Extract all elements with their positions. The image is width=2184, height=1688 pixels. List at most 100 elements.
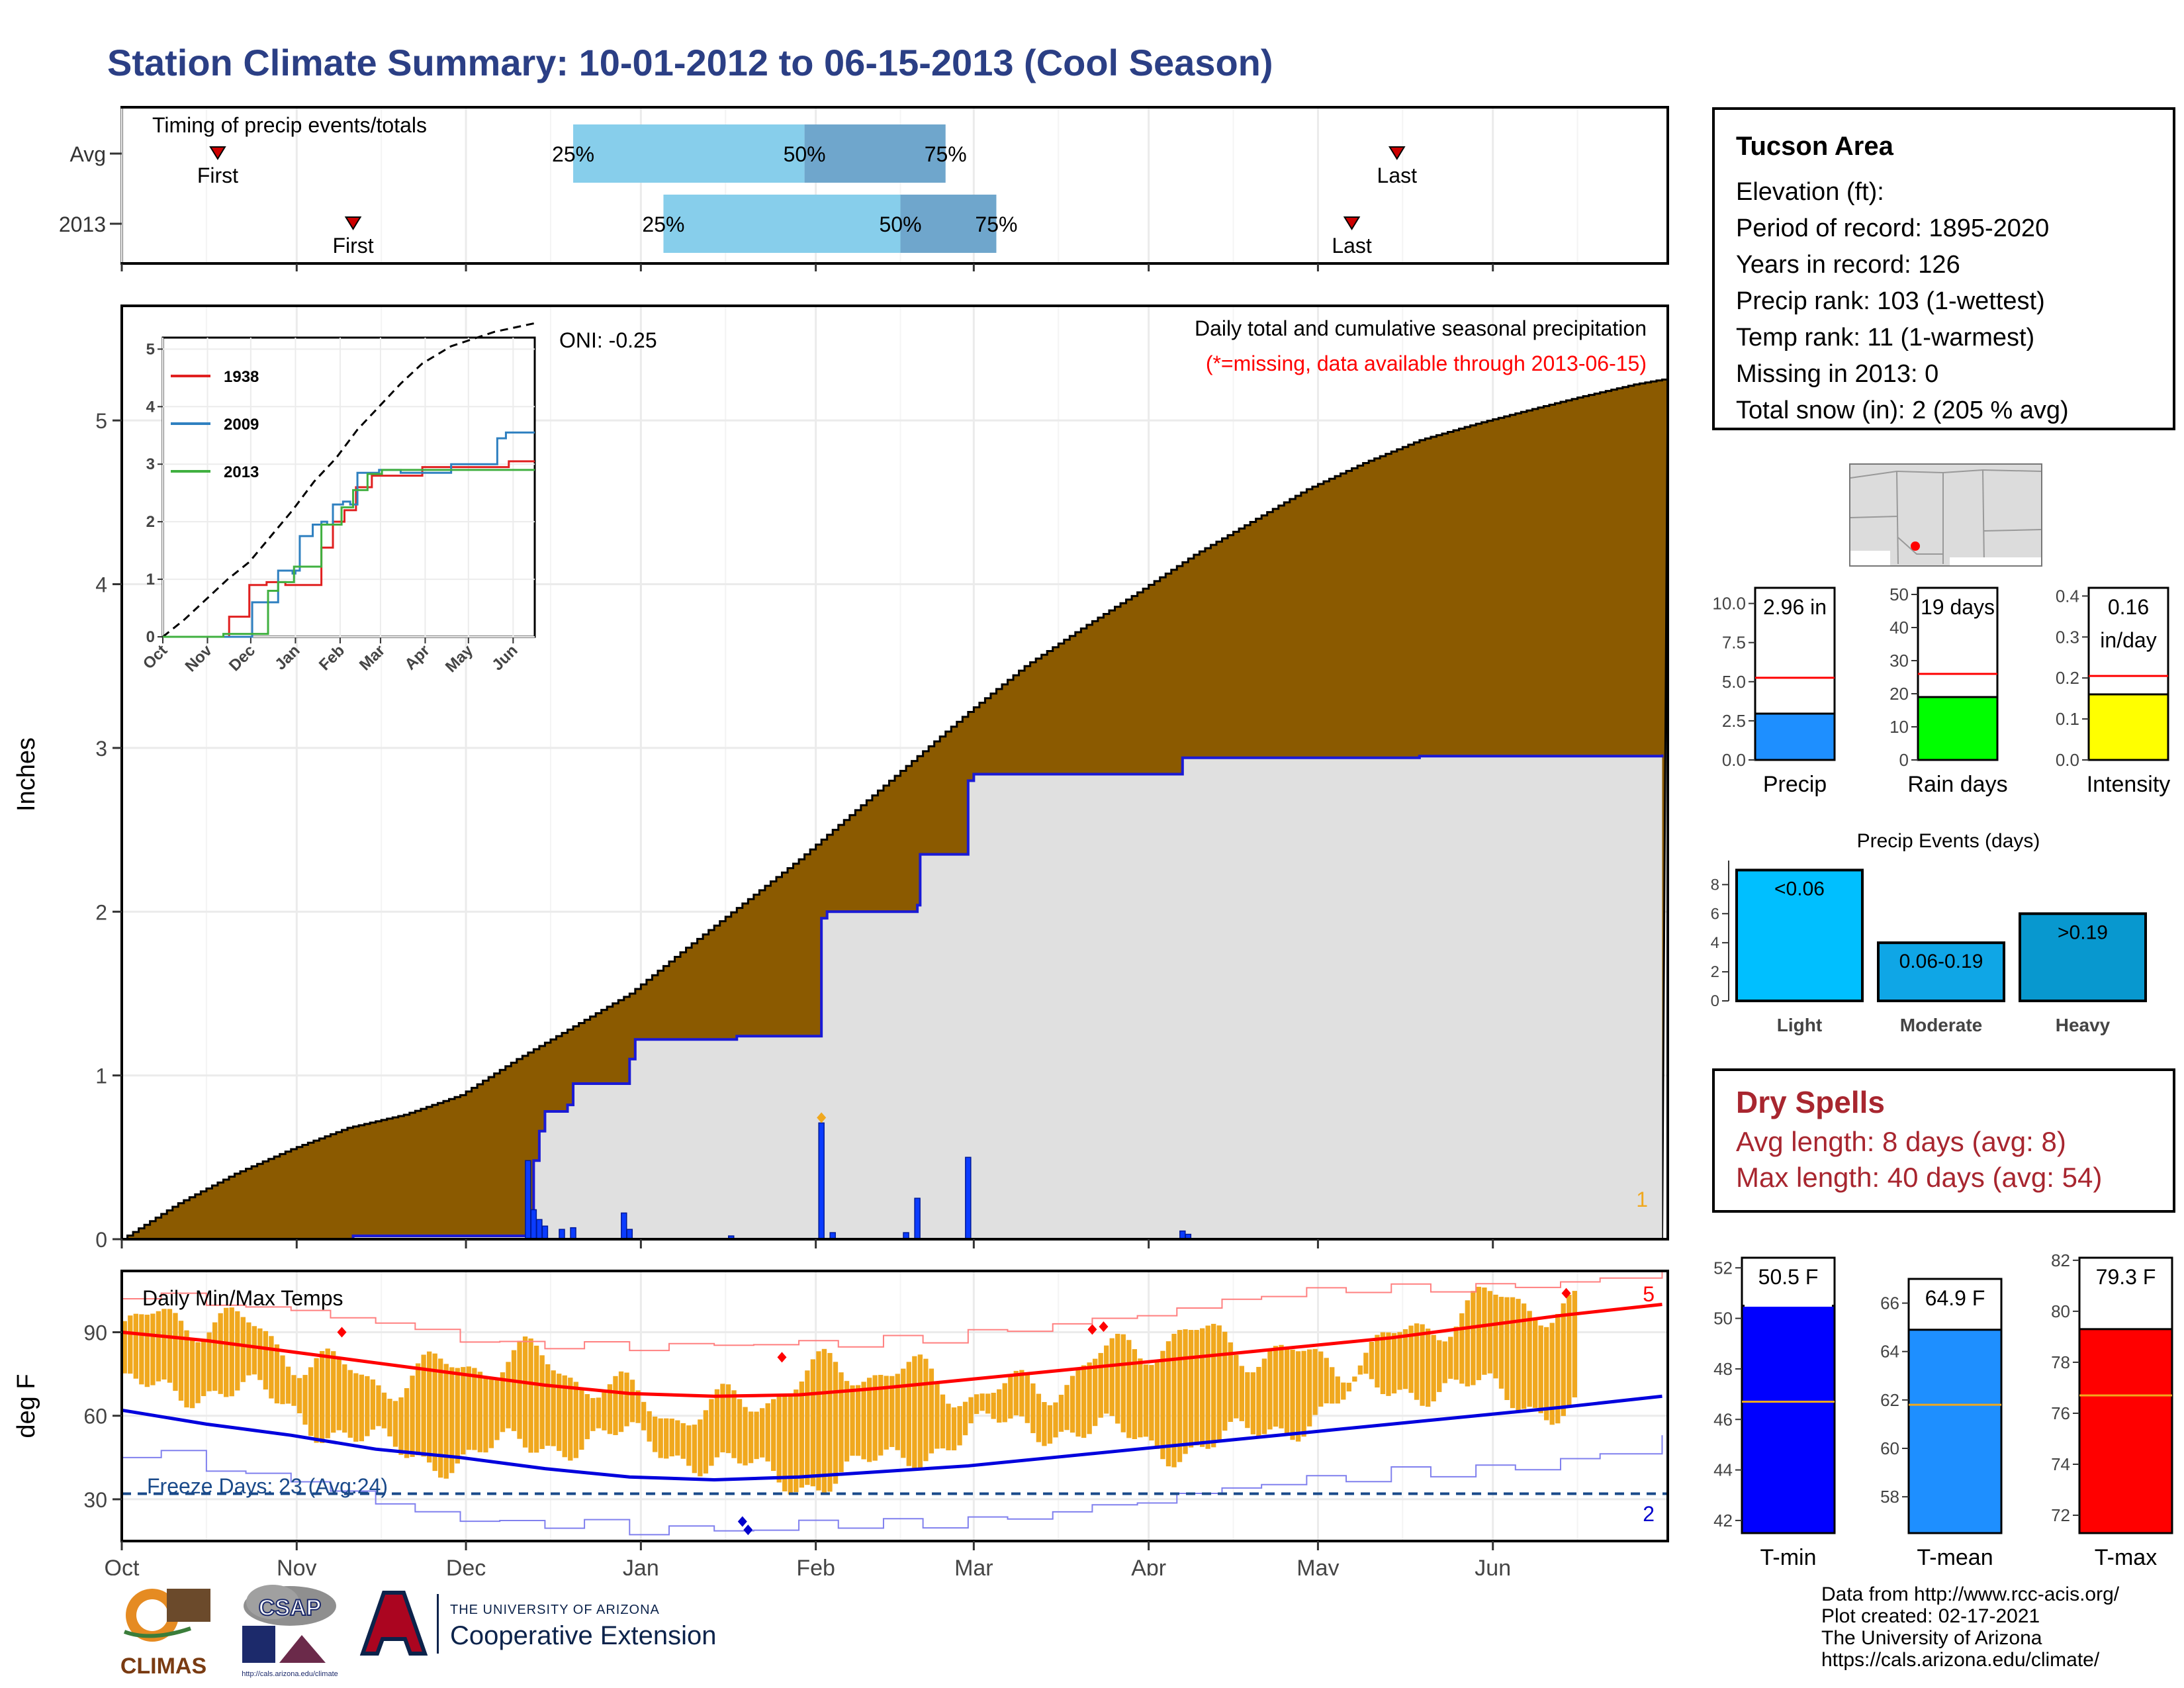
daily-temp-range-bar [613,1376,618,1435]
daily-precip-bar [536,1219,543,1240]
daily-temp-range-bar [533,1345,539,1453]
daily-temp-range-bar [1335,1376,1340,1404]
inset-y-tick-label: 0 [146,628,155,646]
station-period: Period of record: 1895-2020 [1736,214,2050,242]
climas-logo-text: CLIMAS [120,1654,206,1679]
daily-temp-range-bar [1069,1376,1075,1433]
daily-temp-range-bar [1250,1372,1256,1434]
daily-temp-range-bar [251,1326,257,1375]
summary-bar-label: T-min [1760,1545,1817,1570]
daily-temp-range-bar [692,1425,698,1474]
events-y-tick-label: 2 [1711,963,1719,981]
daily-temp-range-bar [1471,1291,1476,1385]
daily-precip-bar [914,1197,921,1240]
summary-y-tick-label: 82 [2051,1250,2070,1270]
summary-y-tick-label: 52 [1713,1258,1733,1278]
month-axis-label: Mar [954,1556,993,1575]
summary-bar-label: Rain days [1907,772,2007,797]
daily-temp-range-bar [839,1372,844,1472]
daily-temp-range-bar [461,1367,466,1455]
record-min-line [122,1435,1663,1536]
daily-temp-range-bar [833,1362,839,1484]
summary-value-box [1758,590,1832,634]
daily-temp-range-bar [1008,1376,1013,1419]
daily-temp-range-bar [545,1364,551,1446]
daily-precip-bar [626,1229,633,1240]
daily-temp-range-bar [189,1338,195,1409]
daily-temp-range-bar [438,1358,443,1478]
summary-value-label: 64.9 F [1925,1286,1985,1310]
daily-temp-range-bar [1267,1350,1273,1430]
daily-temp-range-bar [156,1311,161,1382]
daily-temp-range-bar [246,1322,251,1376]
climas-logo: CLIMAS [111,1582,216,1681]
dry-spells-title: Dry Spells [1736,1085,1885,1119]
record-low-marker [737,1516,747,1527]
daily-temp-range-bar [1019,1370,1024,1417]
daily-temp-range-bar [579,1387,584,1450]
daily-temp-range-bar [488,1379,494,1448]
daily-temp-range-bar [1504,1297,1510,1400]
daily-temp-range-bar [195,1342,201,1403]
daily-temp-range-bar [714,1389,720,1458]
daily-temp-range-bar [1104,1345,1109,1414]
daily-temp-range-bar [551,1370,556,1446]
daily-temp-range-bar [269,1336,274,1399]
daily-temp-range-bar [1098,1352,1103,1418]
daily-temp-range-bar [1138,1358,1143,1438]
daily-temp-range-bar [528,1338,533,1453]
daily-temp-range-bar [1188,1330,1194,1448]
daily-temp-range-bar [1126,1340,1132,1438]
daily-temp-range-bar [1177,1330,1183,1462]
daily-temp-range-bar [319,1350,325,1443]
daily-temp-range-bar [274,1344,280,1404]
events-bar-label: Light [1777,1015,1822,1035]
daily-temp-range-bar [1408,1325,1414,1393]
daily-temp-range-bar [443,1364,449,1479]
daily-temp-range-bar [314,1358,319,1443]
daily-temp-range-bar [1516,1299,1521,1411]
daily-temp-range-bar [584,1394,590,1440]
month-axis-label: Feb [796,1556,835,1575]
daily-temp-range-bar [201,1340,206,1397]
station-info-box: Tucson Area Elevation (ft): Period of re… [1712,107,2175,430]
daily-temp-range-bar [336,1357,341,1430]
summary-y-tick-label: 48 [1713,1359,1733,1379]
inset-y-tick-label: 2 [146,513,155,531]
inset-legend-label: 2009 [224,416,259,434]
summary-value-unit: in/day [2100,628,2156,652]
daily-temp-range-bar [821,1348,827,1494]
inset-legend-label: 1938 [224,368,259,386]
daily-temp-range-bar [376,1385,381,1427]
daily-temp-range-bar [1279,1344,1284,1429]
daily-temp-range-bar [477,1372,483,1452]
daily-temp-range-bar [703,1410,709,1474]
daily-precip-bar [525,1160,531,1240]
summary-y-tick-label: 80 [2051,1301,2070,1321]
daily-temp-range-bar [737,1399,743,1464]
daily-temp-range-bar [1295,1351,1301,1442]
daily-temp-range-bar [618,1371,624,1432]
precip-y-tick-label: 0 [95,1228,107,1252]
summary-y-tick-label: 30 [1889,651,1909,671]
dry-spells-box: Dry Spells Avg length: 8 days (avg: 8) M… [1712,1068,2175,1213]
daily-temp-range-bar [934,1382,940,1449]
daily-temp-range-bar [1312,1348,1318,1415]
record-max-line [122,1271,1663,1352]
daily-temp-range-bar [562,1375,567,1458]
daily-temp-range-bar [1030,1383,1036,1434]
summary-y-tick-label: 10 [1889,717,1909,737]
summary-value-label: 0.16 [2108,595,2149,619]
daily-temp-range-bar [1109,1338,1115,1417]
daily-temp-range-bar [861,1382,866,1460]
summary-bar-label: Precip [1763,772,1827,797]
daily-temp-range-bar [788,1393,793,1495]
summary-y-tick-label: 0.3 [2056,627,2079,647]
summary-y-tick-label: 5.0 [1722,672,1746,692]
daily-temp-range-bar [1544,1327,1549,1421]
precip-record-count: 1 [1636,1188,1648,1211]
summary-value-label: 50.5 F [1758,1265,1819,1289]
summary-bar-label: Intensity [2087,772,2171,797]
daily-temp-range-bar [1493,1294,1498,1379]
daily-temp-range-bar [816,1351,821,1491]
